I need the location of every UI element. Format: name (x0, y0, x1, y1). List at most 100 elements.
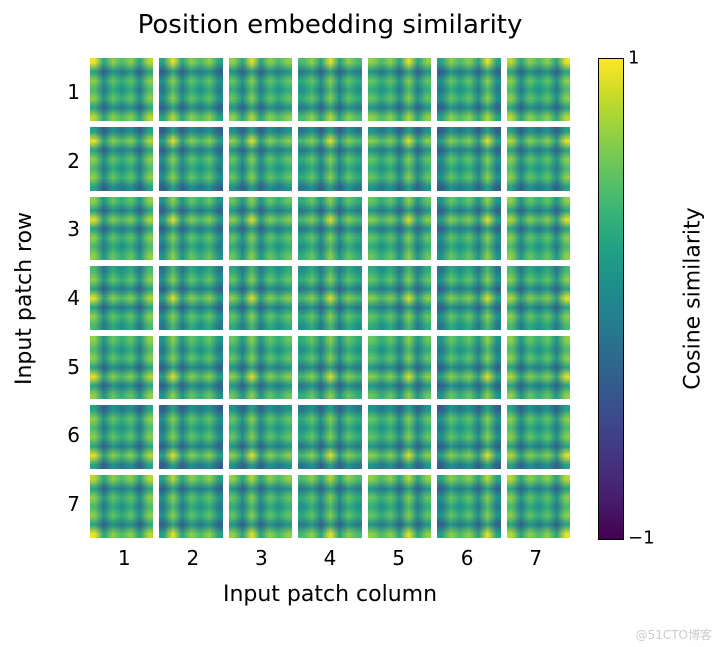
heatmap-cell-canvas (229, 127, 292, 190)
heatmap-cell-canvas (159, 58, 222, 121)
heatmap-cell-canvas (437, 58, 500, 121)
heatmap-cell-canvas (90, 58, 153, 121)
heatmap-cell-canvas (368, 127, 431, 190)
heatmap-cell (90, 127, 153, 190)
heatmap-cell (229, 127, 292, 190)
watermark: @51CTO博客 (636, 626, 712, 643)
heatmap-cell (90, 475, 153, 538)
colorbar-tick-label: −1 (628, 528, 655, 549)
heatmap-cell (90, 336, 153, 399)
y-tick-label: 2 (67, 149, 80, 173)
ylabel-container: Input patch row (10, 58, 40, 538)
x-tick-label: 7 (529, 546, 542, 570)
heatmap-cell-canvas (90, 266, 153, 329)
heatmap-cell-canvas (507, 58, 570, 121)
heatmap-cell (437, 405, 500, 468)
heatmap-cell (90, 266, 153, 329)
colorbar-tick-label: 1 (628, 48, 639, 69)
y-tick-label: 6 (67, 423, 80, 447)
heatmap-cell-canvas (507, 197, 570, 260)
x-tick-label: 6 (461, 546, 474, 570)
heatmap-cell (298, 336, 361, 399)
chart-container: Position embedding similarity Input patc… (10, 10, 710, 630)
heatmap-cell (229, 266, 292, 329)
y-tick-label: 1 (67, 80, 80, 104)
heatmap-cell-canvas (437, 336, 500, 399)
heatmap-cell (298, 266, 361, 329)
heatmap-cell (298, 475, 361, 538)
heatmap-cell (159, 197, 222, 260)
heatmap-cell (159, 127, 222, 190)
heatmap-cell-canvas (368, 197, 431, 260)
heatmap-cell (90, 405, 153, 468)
colorbar-container: Cosine similarity 1−1 (598, 58, 708, 538)
heatmap-cell (437, 58, 500, 121)
heatmap-cell (229, 475, 292, 538)
heatmap-cell-canvas (159, 336, 222, 399)
heatmap-cell-canvas (368, 405, 431, 468)
heatmap-cell (298, 405, 361, 468)
heatmap-cell (159, 475, 222, 538)
heatmap-cell-canvas (159, 475, 222, 538)
heatmap-cell (298, 197, 361, 260)
heatmap-cell-canvas (298, 58, 361, 121)
heatmap-cell (507, 336, 570, 399)
heatmap-cell-canvas (90, 475, 153, 538)
heatmap-grid (90, 58, 570, 538)
heatmap-cell-canvas (437, 266, 500, 329)
heatmap-cell (368, 336, 431, 399)
heatmap-cell-canvas (298, 336, 361, 399)
heatmap-cell (437, 336, 500, 399)
heatmap-cell (368, 197, 431, 260)
chart-title: Position embedding similarity (90, 10, 570, 40)
x-axis-label: Input patch column (90, 582, 570, 607)
heatmap-cell-canvas (298, 405, 361, 468)
heatmap-cell-canvas (368, 475, 431, 538)
x-tick-label: 5 (392, 546, 405, 570)
heatmap-cell (229, 197, 292, 260)
heatmap-cell-canvas (229, 405, 292, 468)
heatmap-cell (368, 405, 431, 468)
y-tick-label: 5 (67, 355, 80, 379)
heatmap-cell-canvas (298, 127, 361, 190)
heatmap-cell-canvas (437, 405, 500, 468)
heatmap-cell-canvas (298, 475, 361, 538)
x-ticks: 1234567 (90, 546, 570, 574)
heatmap-cell-canvas (159, 405, 222, 468)
heatmap-cell (368, 58, 431, 121)
heatmap-cell (229, 405, 292, 468)
heatmap-cell (90, 197, 153, 260)
heatmap-cell-canvas (507, 336, 570, 399)
heatmap-cell (507, 127, 570, 190)
x-tick-label: 3 (255, 546, 268, 570)
heatmap-cell (437, 475, 500, 538)
heatmap-cell-canvas (229, 475, 292, 538)
heatmap-cell (90, 58, 153, 121)
heatmap-cell-canvas (368, 336, 431, 399)
heatmap-cell-canvas (437, 197, 500, 260)
heatmap-cell (437, 266, 500, 329)
heatmap-cell-canvas (507, 266, 570, 329)
heatmap-cell-canvas (298, 266, 361, 329)
heatmap-cell (159, 266, 222, 329)
heatmap-cell-canvas (368, 58, 431, 121)
heatmap-cell (507, 405, 570, 468)
y-ticks: 1234567 (50, 58, 84, 538)
heatmap-cell (229, 336, 292, 399)
y-tick-label: 7 (67, 492, 80, 516)
heatmap-cell (507, 475, 570, 538)
heatmap-cell (298, 127, 361, 190)
x-tick-label: 2 (186, 546, 199, 570)
heatmap-cell (159, 58, 222, 121)
heatmap-cell-canvas (229, 197, 292, 260)
heatmap-cell (298, 58, 361, 121)
heatmap-cell (159, 405, 222, 468)
heatmap-cell-canvas (90, 405, 153, 468)
y-tick-label: 4 (67, 286, 80, 310)
heatmap-cell-canvas (229, 336, 292, 399)
heatmap-cell-canvas (90, 336, 153, 399)
heatmap-cell-canvas (159, 266, 222, 329)
heatmap-cell-canvas (229, 266, 292, 329)
heatmap-cell (507, 266, 570, 329)
heatmap-cell-canvas (159, 127, 222, 190)
